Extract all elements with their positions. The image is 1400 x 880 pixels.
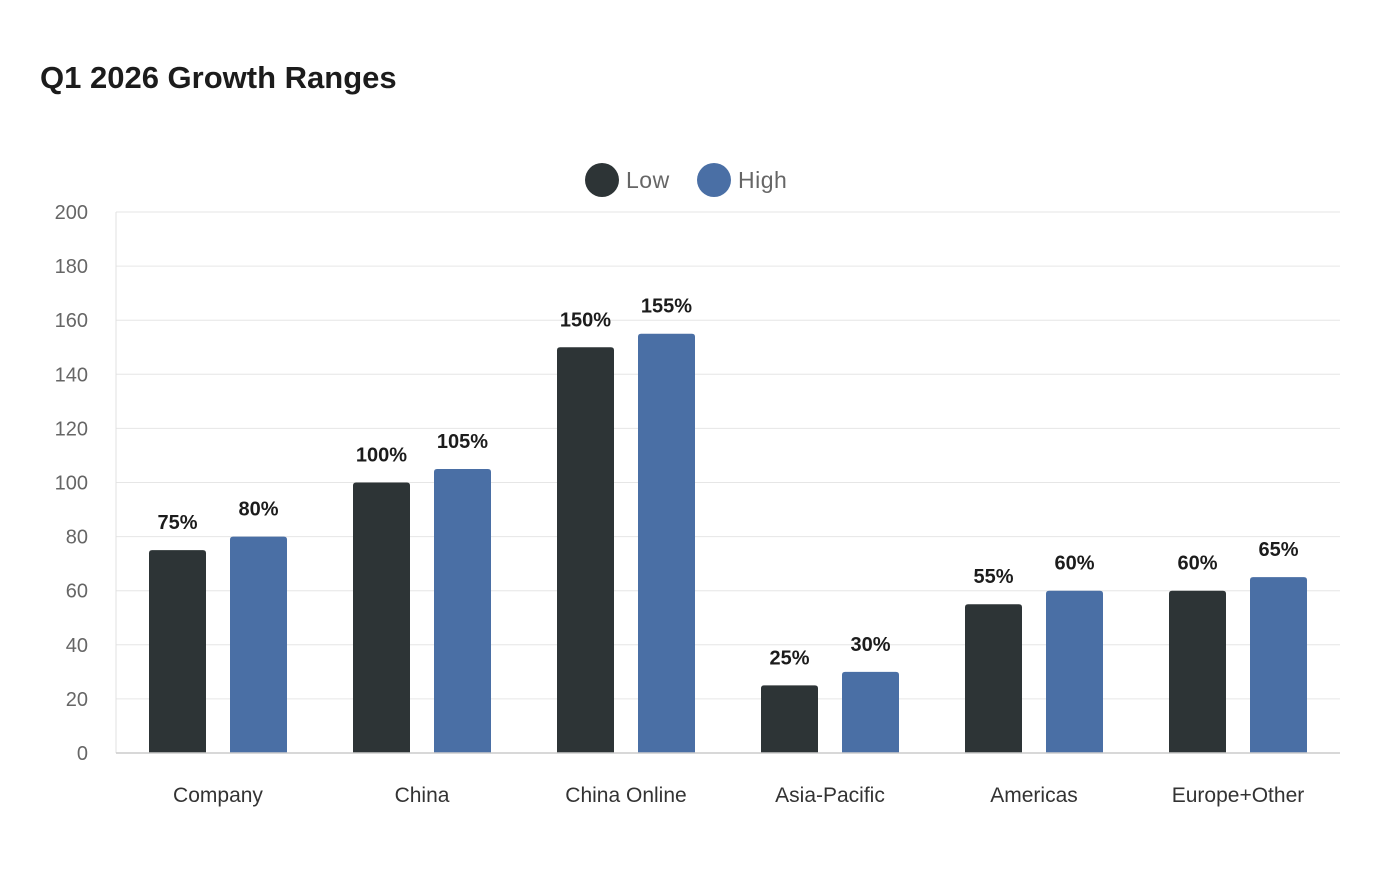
bar-high-0 <box>230 536 287 753</box>
gridlines <box>116 211 1340 754</box>
bar-low-4 <box>965 604 1022 753</box>
x-tick-label: Asia-Pacific <box>775 784 885 807</box>
bar-high-1 <box>434 468 491 753</box>
x-tick-label: China Online <box>565 784 686 807</box>
legend-label-low: Low <box>626 167 670 193</box>
y-tick-label: 40 <box>66 635 88 657</box>
data-labels: 75% 80% 100% 105% 150% 155% 25% 30% 55% 60% 60% 65% <box>157 296 1298 670</box>
bar-high-4 <box>1046 590 1103 753</box>
bar-high-3 <box>842 671 899 753</box>
bar-low-1 <box>353 482 410 753</box>
y-tick-label: 100 <box>55 473 88 495</box>
bar-low-3 <box>761 685 818 753</box>
data-label: 105% <box>437 431 488 453</box>
data-label: 25% <box>769 647 809 669</box>
y-tick-label: 60 <box>66 581 88 603</box>
data-label: 55% <box>973 566 1013 588</box>
legend-label-high: High <box>738 167 787 193</box>
data-label: 65% <box>1258 539 1298 561</box>
bar-low-2 <box>557 347 614 753</box>
data-label: 80% <box>238 499 278 521</box>
y-tick-label: 120 <box>55 418 88 440</box>
y-tick-label: 180 <box>55 256 88 278</box>
data-label: 100% <box>356 445 407 467</box>
x-tick-label: Americas <box>990 784 1078 807</box>
y-tick-label: 0 <box>77 743 88 765</box>
bar-high-5 <box>1250 577 1307 753</box>
data-label: 155% <box>641 296 692 318</box>
x-tick-label: China <box>395 784 450 807</box>
data-label: 60% <box>1177 553 1217 575</box>
data-label: 60% <box>1054 553 1094 575</box>
bar-low-0 <box>149 550 206 753</box>
bar-low-5 <box>1169 590 1226 753</box>
y-tick-label: 140 <box>55 364 88 386</box>
y-axis: 0 20 40 60 80 100 120 140 160 180 200 <box>55 202 117 765</box>
x-tick-label: Company <box>173 784 263 807</box>
y-tick-label: 200 <box>55 202 88 224</box>
y-tick-label: 80 <box>66 527 88 549</box>
bars <box>149 333 1307 753</box>
y-tick-label: 160 <box>55 310 88 332</box>
y-tick-label: 20 <box>66 689 88 711</box>
legend-swatch-high <box>697 163 731 197</box>
data-label: 150% <box>560 309 611 331</box>
chart-title: Q1 2026 Growth Ranges <box>40 60 397 95</box>
data-label: 30% <box>850 634 890 656</box>
bar-high-2 <box>638 333 695 753</box>
data-label: 75% <box>157 512 197 534</box>
x-axis: Company China China Online Asia-Pacific Amer… <box>116 752 1340 807</box>
legend-swatch-low <box>585 163 619 197</box>
x-tick-label: Europe+Other <box>1172 784 1305 807</box>
legend: Low High <box>585 163 787 197</box>
